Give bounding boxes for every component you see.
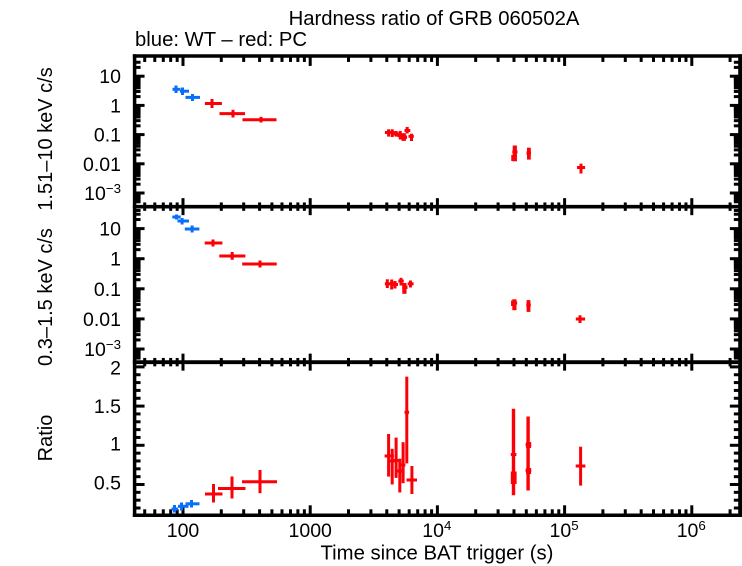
svg-text:1: 1 xyxy=(110,249,121,271)
svg-text:10: 10 xyxy=(99,66,121,88)
svg-text:0.1: 0.1 xyxy=(94,125,121,147)
svg-text:105: 105 xyxy=(549,518,578,542)
svg-text:1000: 1000 xyxy=(289,520,333,542)
svg-text:0.01: 0.01 xyxy=(83,309,121,331)
svg-text:2: 2 xyxy=(110,358,121,380)
svg-text:100: 100 xyxy=(167,520,200,542)
svg-text:1.5: 1.5 xyxy=(94,396,121,418)
svg-text:0.01: 0.01 xyxy=(83,154,121,176)
svg-text:Hardness ratio of GRB 060502A: Hardness ratio of GRB 060502A xyxy=(289,8,580,30)
svg-text:10: 10 xyxy=(99,219,121,241)
svg-text:0.3–1.5 keV c/s: 0.3–1.5 keV c/s xyxy=(35,228,57,366)
svg-text:1: 1 xyxy=(110,95,121,117)
svg-text:Time since BAT trigger (s): Time since BAT trigger (s) xyxy=(321,543,554,565)
svg-text:0.5: 0.5 xyxy=(94,473,121,495)
svg-text:1.51–10 keV c/s: 1.51–10 keV c/s xyxy=(35,67,57,210)
svg-text:blue: WT – red: PC: blue: WT – red: PC xyxy=(135,29,307,51)
svg-text:1: 1 xyxy=(110,434,121,456)
svg-text:0.1: 0.1 xyxy=(94,279,121,301)
svg-text:Ratio: Ratio xyxy=(35,415,57,462)
